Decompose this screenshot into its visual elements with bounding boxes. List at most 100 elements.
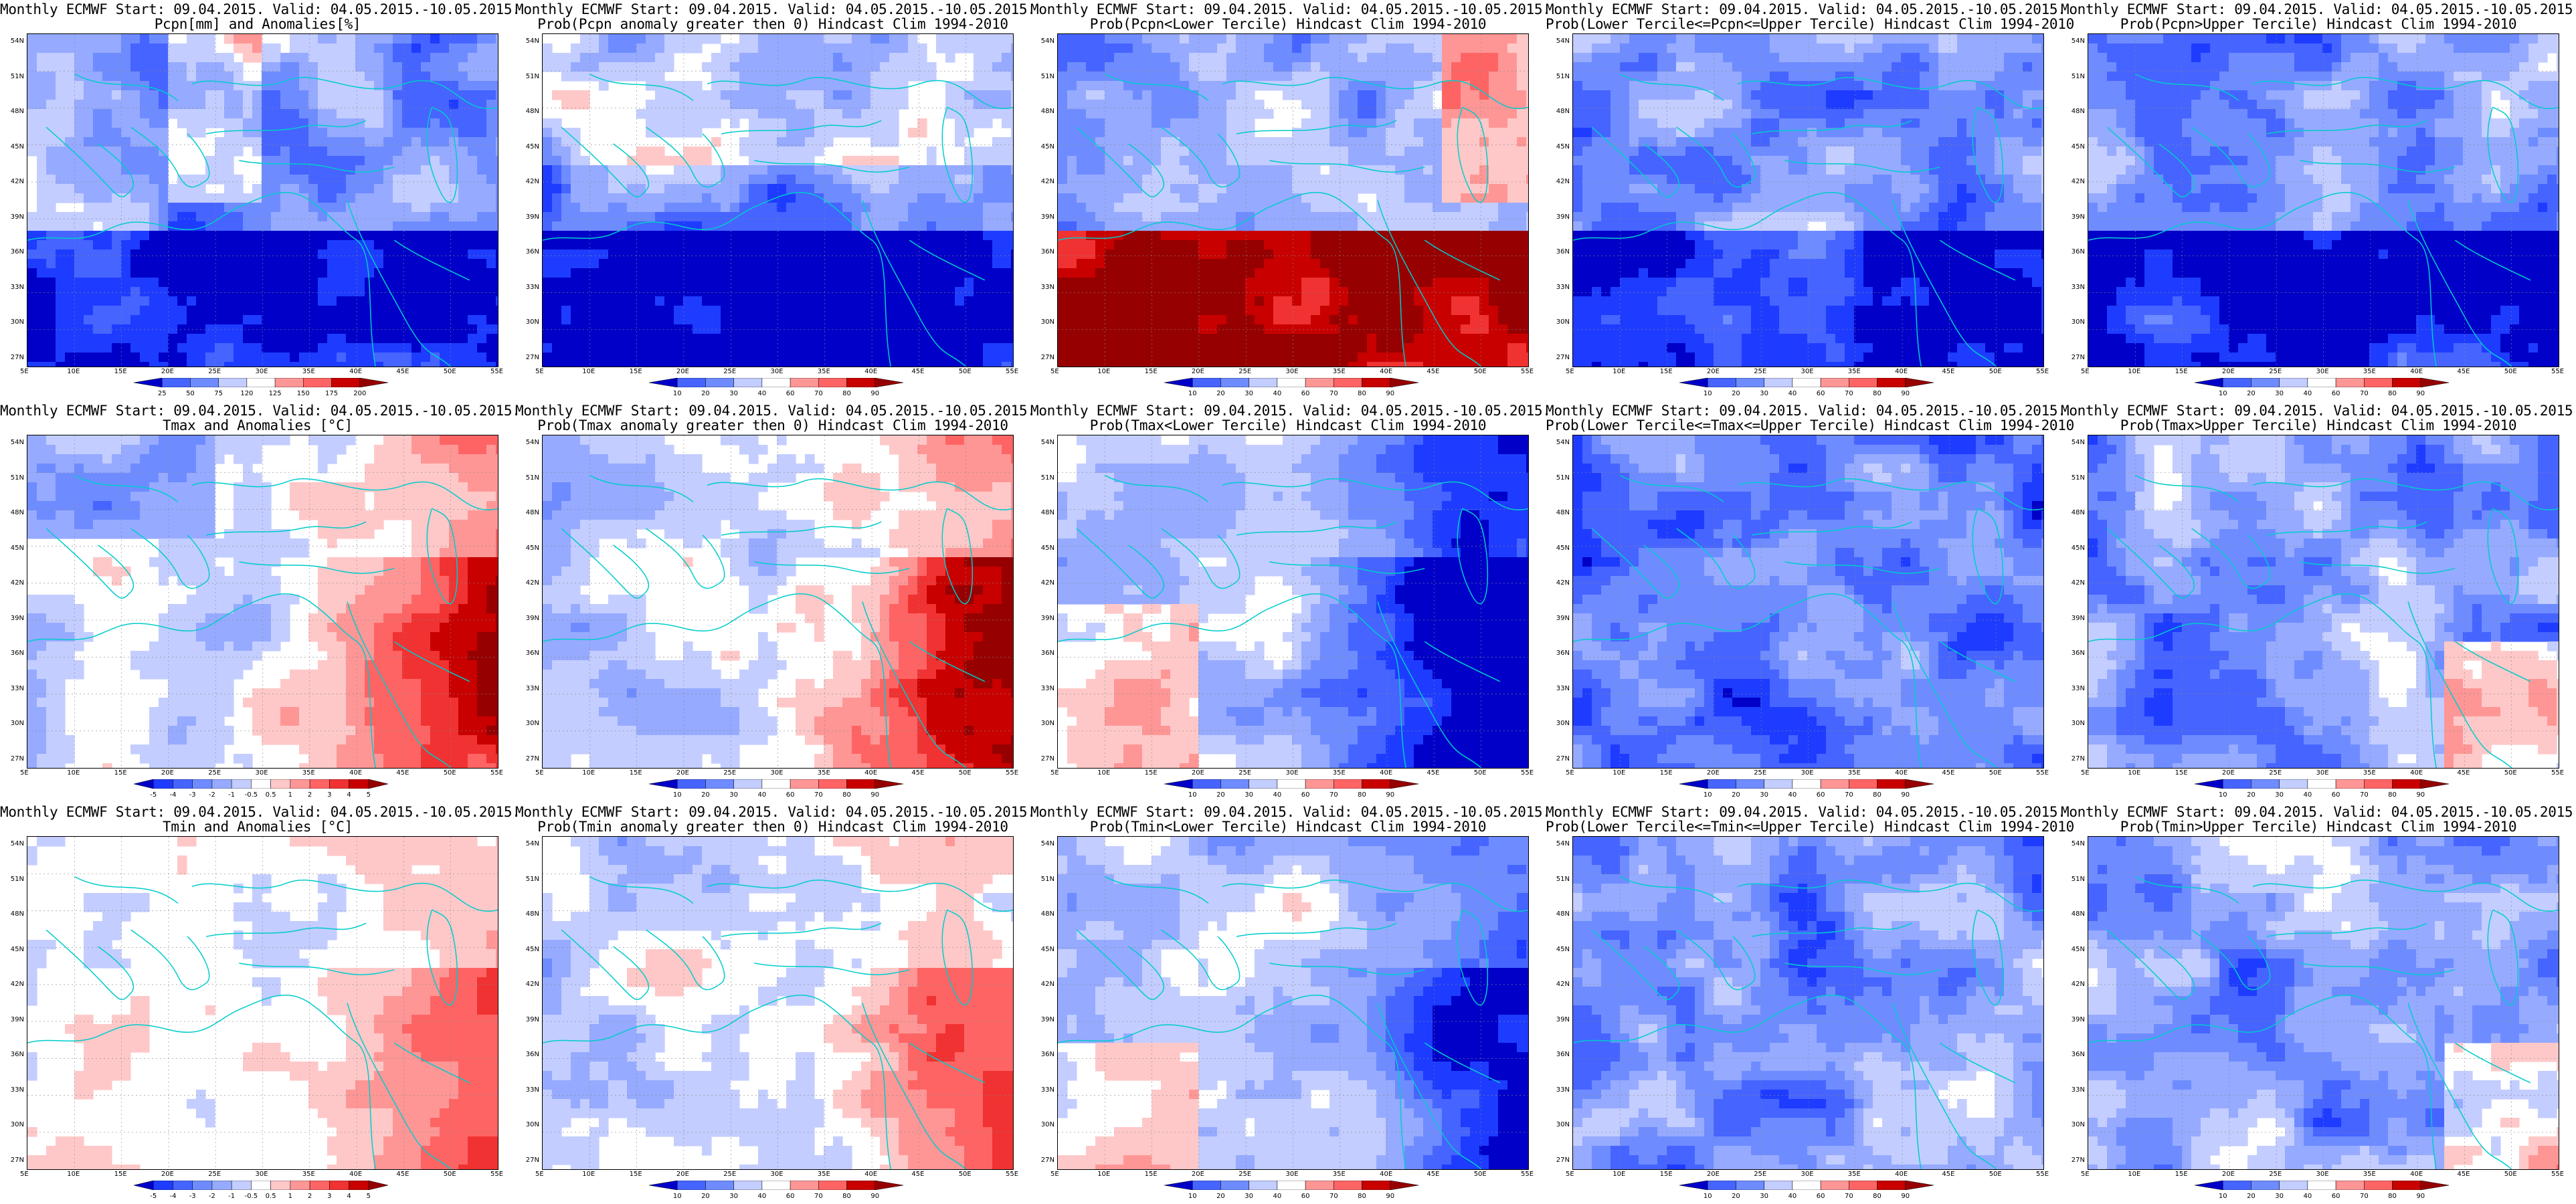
colorbar-tick-label: 10 <box>1188 390 1197 397</box>
lat-tick-label: 36N <box>519 248 539 256</box>
lat-tick-label: 51N <box>519 73 539 80</box>
colorbar-tick-label: 30 <box>1760 390 1768 397</box>
lat-tick-label: 51N <box>1034 73 1054 80</box>
lon-tick-label: 30E <box>1801 368 1814 375</box>
lon-tick-label: 10E <box>1097 769 1110 777</box>
colorbar-tick-label: -1 <box>228 1193 235 1200</box>
lon-tick-label: 50E <box>1989 1171 2002 1178</box>
map-field-svg <box>1058 435 1528 768</box>
lat-tick-label: 45N <box>519 544 539 552</box>
lat-tick-label: 54N <box>4 37 24 45</box>
lon-tick-label: 10E <box>1613 1171 1625 1178</box>
lon-tick-label: 45E <box>396 1171 409 1178</box>
lat-tick-label: 54N <box>1034 439 1054 446</box>
map-panel-precip-4: Monthly ECMWF Start: 09.04.2015. Valid: … <box>1546 0 2074 401</box>
lat-tick-label: 51N <box>2065 876 2085 883</box>
lon-tick-label: 45E <box>1942 368 1954 375</box>
lon-tick-label: 55E <box>1006 368 1018 375</box>
colorbar-tick-label: 2 <box>308 791 312 799</box>
lon-tick-label: 55E <box>1006 1171 1018 1178</box>
map-area <box>1572 435 2044 769</box>
lon-tick-label: 30E <box>256 769 268 777</box>
lon-tick-label: 15E <box>114 1171 127 1178</box>
lon-tick-label: 45E <box>1427 769 1439 777</box>
colorbar-tick-label: 80 <box>2388 390 2397 397</box>
lat-tick-label: 54N <box>1034 37 1054 45</box>
lat-tick-label: 45N <box>1550 544 1570 552</box>
lat-tick-label: 54N <box>519 37 539 45</box>
colorbar-tick-label: 70 <box>1329 390 1338 397</box>
lon-tick-label: 30E <box>256 368 268 375</box>
lon-tick-label: 25E <box>723 1171 736 1178</box>
lon-tick-label: 30E <box>771 769 784 777</box>
lat-tick-label: 45N <box>4 143 24 150</box>
lat-tick-label: 33N <box>519 284 539 291</box>
lon-tick-label: 15E <box>2175 1171 2188 1178</box>
lon-tick-label: 35E <box>2363 368 2376 375</box>
lat-tick-label: 33N <box>1034 1086 1054 1094</box>
colorbar <box>134 378 388 387</box>
lon-tick-label: 25E <box>1238 1171 1251 1178</box>
lon-tick-label: 5E <box>1050 769 1059 777</box>
map-area <box>27 33 498 367</box>
lon-tick-label: 35E <box>1333 1171 1346 1178</box>
lat-tick-label: 54N <box>4 840 24 847</box>
lat-tick-label: 33N <box>2065 685 2085 692</box>
lon-tick-label: 20E <box>161 368 174 375</box>
colorbar-tick-label: 40 <box>1273 791 1282 799</box>
lat-tick-label: 36N <box>2065 649 2085 657</box>
lat-tick-label: 48N <box>4 509 24 516</box>
map-field-svg <box>27 837 498 1169</box>
lon-tick-label: 25E <box>1754 1171 1766 1178</box>
map-field-svg <box>1573 837 2043 1169</box>
panel-title-line1: Monthly ECMWF Start: 09.04.2015. Valid: … <box>515 804 1036 820</box>
lat-tick-label: 30N <box>1550 1121 1570 1128</box>
lat-tick-label: 33N <box>1034 284 1054 291</box>
colorbar-tick-label: -2 <box>209 791 215 799</box>
lon-tick-label: 20E <box>2222 1171 2235 1178</box>
colorbar-tick-label: 80 <box>1358 791 1366 799</box>
lon-tick-label: 25E <box>1754 368 1766 375</box>
colorbar <box>2195 779 2449 789</box>
colorbar-tick-label: 70 <box>1845 1193 1853 1200</box>
colorbar-tick-label: 3 <box>327 1193 331 1200</box>
colorbar-tick-label: 90 <box>1386 1193 1394 1200</box>
lat-tick-label: 54N <box>519 439 539 446</box>
lon-tick-label: 15E <box>1660 1171 1673 1178</box>
colorbar-tick-label: -5 <box>150 791 157 799</box>
lat-tick-label: 51N <box>519 876 539 883</box>
colorbar-tick-label: 1 <box>288 1193 292 1200</box>
lat-tick-label: 45N <box>2065 544 2085 552</box>
colorbar-tick-label: 30 <box>2275 791 2284 799</box>
lon-tick-label: 35E <box>2363 1171 2376 1178</box>
lat-tick-label: 30N <box>2065 318 2085 326</box>
lon-tick-label: 20E <box>1192 368 1204 375</box>
colorbar-tick-label: 80 <box>1358 390 1366 397</box>
colorbar-tick-label: 30 <box>2275 1193 2284 1200</box>
panel-title-line2: Tmax and Anomalies [°C] <box>0 417 515 433</box>
panel-title-line1: Monthly ECMWF Start: 09.04.2015. Valid: … <box>1546 804 2066 820</box>
colorbar-tick-label: 40 <box>2304 390 2312 397</box>
lon-tick-label: 30E <box>256 1171 268 1178</box>
map-area <box>1572 836 2044 1170</box>
panel-title-line2: Prob(Pcpn anomaly greater then 0) Hindca… <box>515 16 1030 32</box>
colorbar-tick-label: 125 <box>269 390 282 397</box>
lon-tick-label: 5E <box>535 1171 544 1178</box>
lon-tick-label: 55E <box>490 1171 503 1178</box>
panel-title-line1: Monthly ECMWF Start: 09.04.2015. Valid: … <box>1546 1 2066 17</box>
lon-tick-label: 10E <box>582 1171 595 1178</box>
colorbar <box>1679 779 1934 789</box>
panel-title-line2: Prob(Lower Tercile<=Tmin<=Upper Tercile)… <box>1546 819 2074 835</box>
lon-tick-label: 55E <box>2551 368 2564 375</box>
colorbar-tick-label: 50 <box>186 390 195 397</box>
lat-tick-label: 30N <box>1034 318 1054 326</box>
colorbar-tick-label: 20 <box>701 791 710 799</box>
colorbar <box>649 378 903 387</box>
panel-title-line2: Prob(Pcpn>Upper Tercile) Hindcast Clim 1… <box>2061 16 2576 32</box>
lon-tick-label: 55E <box>1521 368 1534 375</box>
colorbar-tick-label: 0.5 <box>266 791 276 799</box>
lon-tick-label: 55E <box>1521 769 1534 777</box>
lon-tick-label: 5E <box>20 1171 29 1178</box>
lon-tick-label: 40E <box>2410 769 2423 777</box>
lon-tick-label: 20E <box>2222 769 2235 777</box>
